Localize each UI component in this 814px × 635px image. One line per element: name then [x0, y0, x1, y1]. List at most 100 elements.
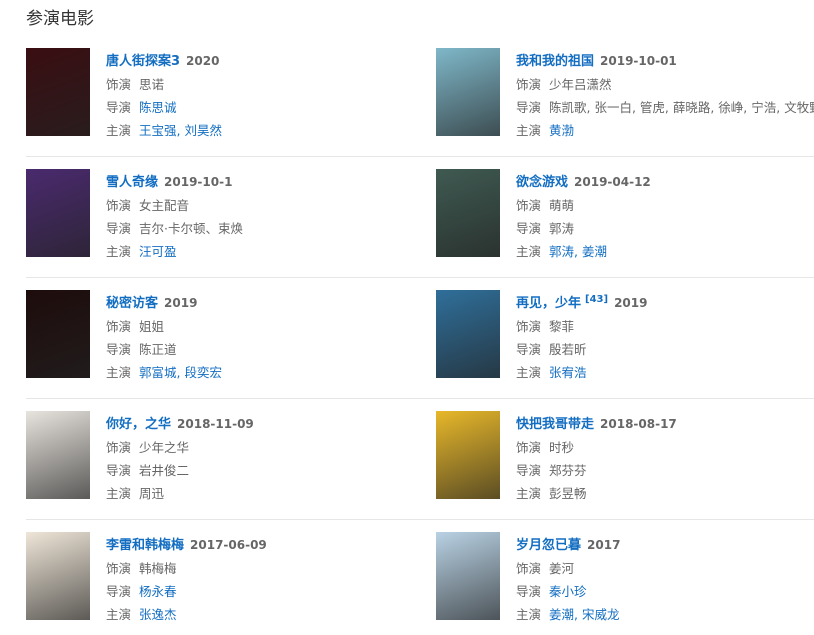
director-line: 导演 吉尔·卡尔顿、束焕	[106, 218, 243, 237]
cast-value[interactable]: 郭富城, 段奕宏	[139, 365, 222, 380]
cast-line: 主演 王宝强, 刘昊然	[106, 120, 222, 139]
role-line: 饰演 女主配音	[106, 195, 189, 214]
role-label: 饰演	[516, 198, 542, 213]
role-value: 女主配音	[139, 198, 190, 213]
cast-label: 主演	[516, 365, 542, 380]
film-heading: 雪人奇缘 2019-10-1	[106, 171, 232, 190]
cast-value: 彭昱畅	[549, 486, 587, 501]
film-date: 2020	[186, 54, 220, 68]
poster[interactable]	[26, 169, 90, 257]
poster[interactable]	[26, 532, 90, 620]
film-heading: 秘密访客 2019	[106, 292, 197, 311]
role-label: 饰演	[106, 440, 132, 455]
cast-line: 主演 汪可盈	[106, 241, 177, 260]
director-value: 郑芬芬	[549, 463, 587, 478]
poster[interactable]	[436, 532, 500, 620]
director-value[interactable]: 陈思诚	[139, 100, 177, 115]
poster[interactable]	[436, 169, 500, 257]
cast-label: 主演	[106, 486, 132, 501]
film-title[interactable]: 秘密访客	[106, 296, 159, 311]
film-title[interactable]: 李雷和韩梅梅	[106, 538, 185, 553]
film-title[interactable]: 你好，之华	[106, 417, 172, 432]
cast-value[interactable]: 张宥浩	[549, 365, 587, 380]
role-label: 饰演	[106, 561, 132, 576]
film-title[interactable]: 欲念游戏	[516, 175, 569, 190]
film-date: 2019	[614, 296, 648, 310]
director-line: 导演 陈正道	[106, 339, 177, 358]
cast-value[interactable]: 郭涛, 姜潮	[549, 244, 607, 259]
director-label: 导演	[516, 463, 542, 478]
cast-line: 主演 张宥浩	[516, 362, 587, 381]
film-item: 秘密访客 2019 饰演 姐姐 导演 陈正道 主演 郭富城, 段奕宏	[26, 290, 406, 400]
role-value: 时秒	[549, 440, 575, 455]
cast-value[interactable]: 姜潮, 宋威龙	[549, 607, 620, 622]
separator	[26, 156, 814, 157]
role-line: 饰演 韩梅梅	[106, 558, 177, 577]
cast-line: 主演 姜潮, 宋威龙	[516, 604, 619, 623]
film-heading: 再见，少年 [43] 2019	[516, 292, 647, 311]
role-line: 饰演 少年吕潇然	[516, 74, 612, 93]
poster[interactable]	[436, 411, 500, 499]
film-date: 2017	[587, 538, 621, 552]
cast-value: 周迅	[139, 486, 165, 501]
director-line: 导演 陈思诚	[106, 97, 177, 116]
poster[interactable]	[26, 411, 90, 499]
film-date: 2019-10-01	[600, 54, 677, 68]
film-title[interactable]: 快把我哥带走	[516, 417, 595, 432]
role-line: 饰演 时秒	[516, 437, 574, 456]
film-item: 快把我哥带走 2018-08-17 饰演 时秒导演 郑芬芬主演 彭昱畅	[436, 411, 814, 521]
role-line: 饰演 萌萌	[516, 195, 574, 214]
cast-label: 主演	[106, 123, 132, 138]
director-value: 陈正道	[139, 342, 177, 357]
film-title[interactable]: 再见，少年	[516, 296, 582, 311]
director-label: 导演	[106, 100, 132, 115]
cast-line: 主演 彭昱畅	[516, 483, 587, 502]
separator	[26, 398, 814, 399]
film-date: 2018-08-17	[600, 417, 677, 431]
film-heading: 我和我的祖国 2019-10-01	[516, 50, 677, 69]
poster[interactable]	[26, 290, 90, 378]
film-heading: 岁月忽已暮 2017	[516, 534, 620, 553]
cast-line: 主演 郭涛, 姜潮	[516, 241, 607, 260]
role-line: 饰演 少年之华	[106, 437, 189, 456]
director-value[interactable]: 杨永春	[139, 584, 177, 599]
film-item: 你好，之华 2018-11-09 饰演 少年之华 导演 岩井俊二 主演 周迅	[26, 411, 406, 521]
poster[interactable]	[436, 290, 500, 378]
cast-value[interactable]: 张逸杰	[139, 607, 177, 622]
film-title[interactable]: 唐人街探案3	[106, 54, 181, 69]
director-value: 陈凯歌, 张一白, 管虎, 薛晓路, 徐峥, 宁浩, 文牧野	[549, 100, 814, 115]
poster[interactable]	[436, 48, 500, 136]
cast-label: 主演	[106, 607, 132, 622]
cast-value[interactable]: 王宝强, 刘昊然	[139, 123, 222, 138]
film-item: 李雷和韩梅梅 2017-06-09 饰演 韩梅梅导演 杨永春主演 张逸杰	[26, 532, 406, 635]
film-title[interactable]: 雪人奇缘	[106, 175, 159, 190]
film-title[interactable]: 岁月忽已暮	[516, 538, 582, 553]
cast-label: 主演	[516, 607, 542, 622]
role-value: 少年之华	[139, 440, 190, 455]
film-date: 2019	[164, 296, 198, 310]
film-date: 2019-04-12	[574, 175, 651, 189]
film-date: 2017-06-09	[190, 538, 267, 552]
director-line: 导演 郭涛	[516, 218, 574, 237]
poster[interactable]	[26, 48, 90, 136]
cast-line: 主演 张逸杰	[106, 604, 177, 623]
cast-value[interactable]: 汪可盈	[139, 244, 177, 259]
director-label: 导演	[516, 221, 542, 236]
role-value: 韩梅梅	[139, 561, 177, 576]
director-line: 导演 杨永春	[106, 581, 177, 600]
role-value: 姜河	[549, 561, 575, 576]
film-date: 2019-10-1	[164, 175, 233, 189]
cast-line: 主演 周迅	[106, 483, 164, 502]
director-label: 导演	[516, 584, 542, 599]
director-value[interactable]: 秦小珍	[549, 584, 587, 599]
director-line: 导演 郑芬芬	[516, 460, 587, 479]
separator	[26, 277, 814, 278]
role-label: 饰演	[106, 198, 132, 213]
director-line: 导演 秦小珍	[516, 581, 587, 600]
role-label: 饰演	[106, 319, 132, 334]
film-item: 唐人街探案3 2020 饰演 思诺 导演 陈思诚 主演 王宝强, 刘昊然	[26, 48, 406, 158]
film-title[interactable]: 我和我的祖国	[516, 54, 595, 69]
cast-value[interactable]: 黄渤	[549, 123, 575, 138]
citation[interactable]: [43]	[585, 293, 609, 305]
